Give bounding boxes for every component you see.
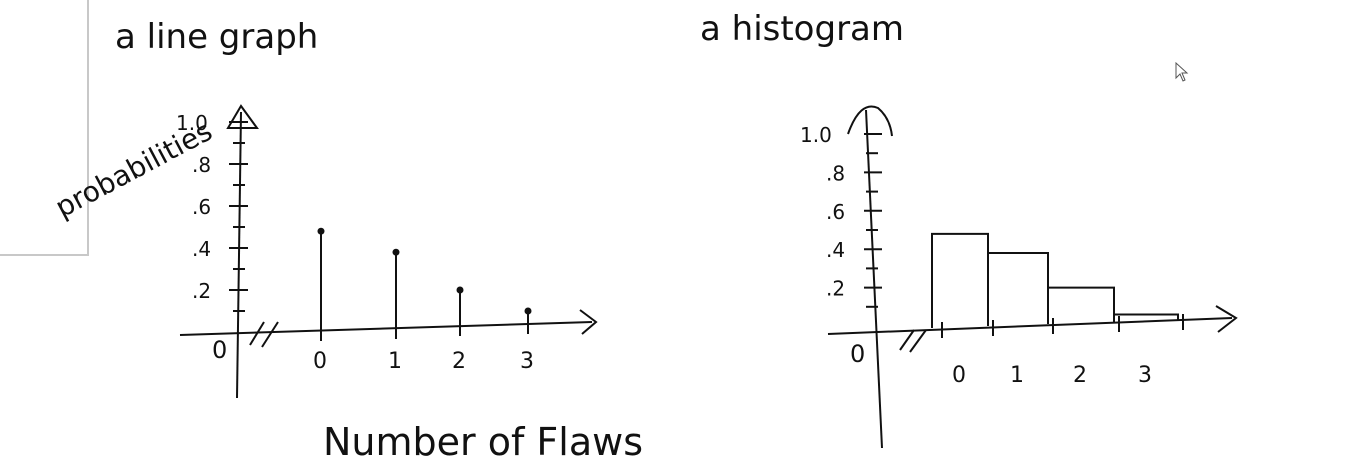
histogram-x-ticks: 0 1 2 3 (941, 314, 1184, 388)
x-tick-label: 1 (1010, 363, 1024, 388)
histogram-x-axis (827, 317, 1233, 335)
y-tick-label: 1.0 (176, 111, 208, 135)
histogram-bar (987, 252, 1049, 326)
y-tick-label: .6 (192, 195, 211, 219)
x-tick-label: 3 (1138, 363, 1152, 388)
line-graph-axis-break (249, 321, 279, 348)
mouse-pointer-icon (1175, 62, 1189, 82)
line-graph-y-arrowhead (226, 104, 259, 129)
x-tick-label: 2 (452, 349, 466, 374)
line-graph: a line graph probabilities Number of Fla… (50, 17, 643, 464)
histogram-x-arrowhead (1215, 305, 1238, 333)
line-graph-x-axis-label: Number of Flaws (323, 420, 643, 464)
y-tick-label: .2 (192, 279, 211, 303)
histogram-bar (1047, 286, 1115, 324)
x-tick-label: 0 (952, 363, 966, 388)
line-graph-title: a line graph (115, 17, 318, 57)
line-graph-origin-label: 0 (212, 336, 227, 364)
x-tick-label: 2 (1073, 363, 1087, 388)
x-tick-label: 3 (520, 349, 534, 374)
y-tick-label: .8 (192, 153, 211, 177)
panel-frame (0, 0, 89, 256)
line-graph-y-ticks: .2 .4 .6 .8 1.0 (176, 111, 248, 312)
histogram-bar (931, 232, 989, 328)
y-tick-label: .4 (826, 238, 845, 262)
histogram-title: a histogram (700, 9, 904, 49)
line-graph-point (317, 227, 325, 235)
histogram-origin-label: 0 (850, 340, 865, 368)
line-graph-point (524, 307, 532, 315)
y-tick-label: .6 (826, 200, 845, 224)
y-tick-label: .4 (192, 237, 211, 261)
histogram-y-axis (865, 109, 883, 449)
line-graph-marks (317, 227, 532, 333)
x-tick-label: 1 (388, 349, 402, 374)
histogram-bar (1113, 313, 1179, 322)
histogram-y-ticks: .2 .4 .6 .8 1.0 (800, 123, 882, 308)
y-tick-label: .8 (826, 161, 845, 185)
histogram-bars (931, 232, 1179, 328)
line-graph-point (456, 286, 464, 294)
y-tick-label: 1.0 (800, 123, 832, 147)
line-graph-y-axis (236, 111, 242, 399)
histogram: a histogram 0 .2 .4 .6 .8 1.0 0 1 2 3 (700, 9, 1238, 449)
x-tick-label: 0 (313, 349, 327, 374)
histogram-axis-break (899, 329, 927, 353)
line-graph-point (392, 248, 400, 256)
line-graph-x-axis (179, 321, 593, 336)
line-graph-x-arrowhead (579, 309, 598, 335)
histogram-y-arrowhead (847, 105, 893, 137)
y-tick-label: .2 (826, 277, 845, 301)
